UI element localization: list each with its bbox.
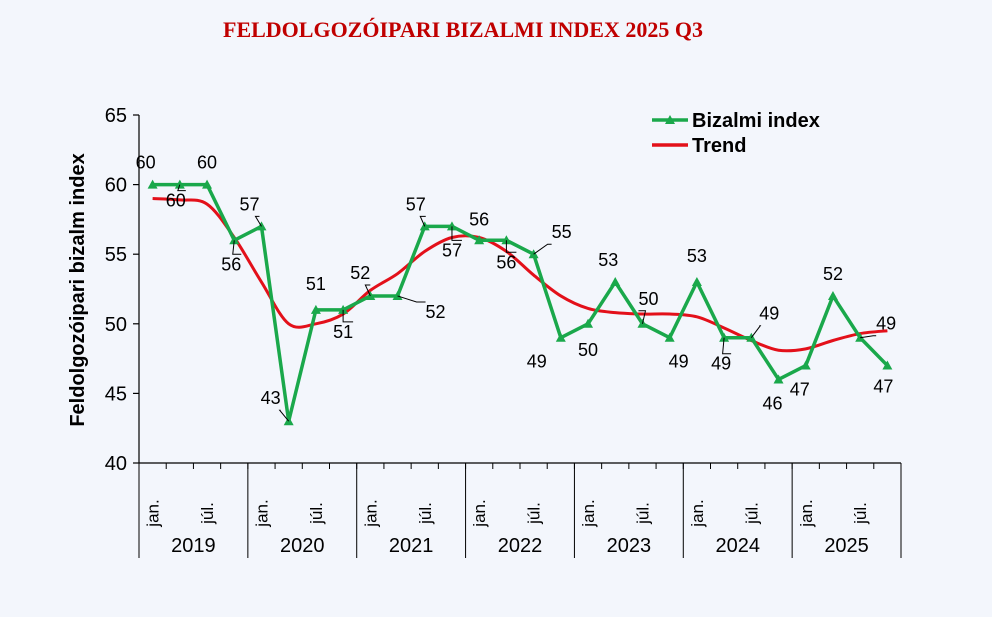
index-point [801, 361, 811, 370]
y-tick-label: 50 [105, 314, 127, 336]
data-label: 60 [166, 191, 186, 211]
data-label: 49 [876, 314, 896, 334]
month-label: jan. [688, 499, 707, 527]
label-leader [860, 336, 876, 338]
chart-title: FELDOLGOZÓIPARI BIZALMI INDEX 2025 Q3 [223, 17, 703, 42]
month-label: jan. [579, 499, 598, 527]
month-label: jan. [797, 499, 816, 527]
legend-trend-label: Trend [692, 135, 746, 157]
trend-line [153, 199, 888, 351]
data-label: 57 [239, 194, 259, 214]
legend-index-label: Bizalmi index [692, 110, 820, 132]
month-label: jan. [252, 499, 271, 527]
data-label: 49 [669, 352, 689, 372]
month-label: júl. [525, 502, 544, 525]
legend: Bizalmi index Trend [652, 110, 820, 157]
label-leader [534, 244, 552, 254]
month-label: júl. [416, 502, 435, 525]
year-label: 2022 [498, 535, 543, 557]
data-label: 52 [426, 302, 446, 322]
y-tick-label: 55 [105, 244, 127, 266]
y-axis: 40 45 50 55 60 65 [105, 105, 139, 475]
data-label: 53 [687, 246, 707, 266]
data-label: 51 [333, 322, 353, 342]
data-label: 55 [552, 222, 572, 242]
data-label: 60 [136, 153, 156, 173]
data-label: 43 [261, 388, 281, 408]
data-label: 51 [306, 274, 326, 294]
data-label: 56 [469, 209, 489, 229]
data-label: 53 [598, 250, 618, 270]
data-label: 60 [197, 153, 217, 173]
month-label: júl. [633, 502, 652, 525]
y-tick-label: 65 [105, 105, 127, 127]
data-label: 56 [221, 254, 241, 274]
y-tick-label: 40 [105, 453, 127, 475]
index-point [610, 277, 620, 286]
data-label: 56 [496, 252, 516, 272]
y-axis-label: Feldolgozóipari bizalm index [67, 153, 89, 426]
index-point [828, 291, 838, 300]
index-point [692, 277, 702, 286]
month-label: júl. [198, 502, 217, 525]
data-label: 49 [759, 304, 779, 324]
month-label: júl. [742, 502, 761, 525]
axes [139, 115, 901, 463]
month-label: júl. [851, 502, 870, 525]
data-label: 50 [638, 289, 658, 309]
year-label: 2020 [280, 535, 325, 557]
data-label: 50 [578, 340, 598, 360]
data-label: 47 [790, 380, 810, 400]
y-tick-label: 45 [105, 383, 127, 405]
chart: FELDOLGOZÓIPARI BIZALMI INDEX 2025 Q3 40… [0, 0, 992, 617]
y-tick-label: 60 [105, 175, 127, 197]
data-label: 52 [823, 264, 843, 284]
year-label: 2025 [824, 535, 869, 557]
data-label: 46 [763, 393, 783, 413]
month-label: jan. [470, 499, 489, 527]
year-label: 2023 [607, 535, 652, 557]
month-label: jan. [144, 499, 163, 527]
label-leader [255, 216, 261, 226]
year-label: 2024 [715, 535, 760, 557]
data-label: 52 [350, 263, 370, 283]
trend-series [153, 199, 888, 351]
data-label: 57 [406, 194, 426, 214]
month-label: jan. [361, 499, 380, 527]
data-label: 57 [442, 240, 462, 260]
data-label: 49 [527, 352, 547, 372]
year-label: 2021 [389, 535, 434, 557]
data-label: 47 [873, 377, 893, 397]
year-label: 2019 [171, 535, 216, 557]
x-axis: jan. júl. jan. júl. jan. júl. jan. júl. jan. júl.… [139, 463, 901, 558]
month-label: júl. [307, 502, 326, 525]
label-leader [751, 326, 760, 338]
data-label: 49 [711, 354, 731, 374]
